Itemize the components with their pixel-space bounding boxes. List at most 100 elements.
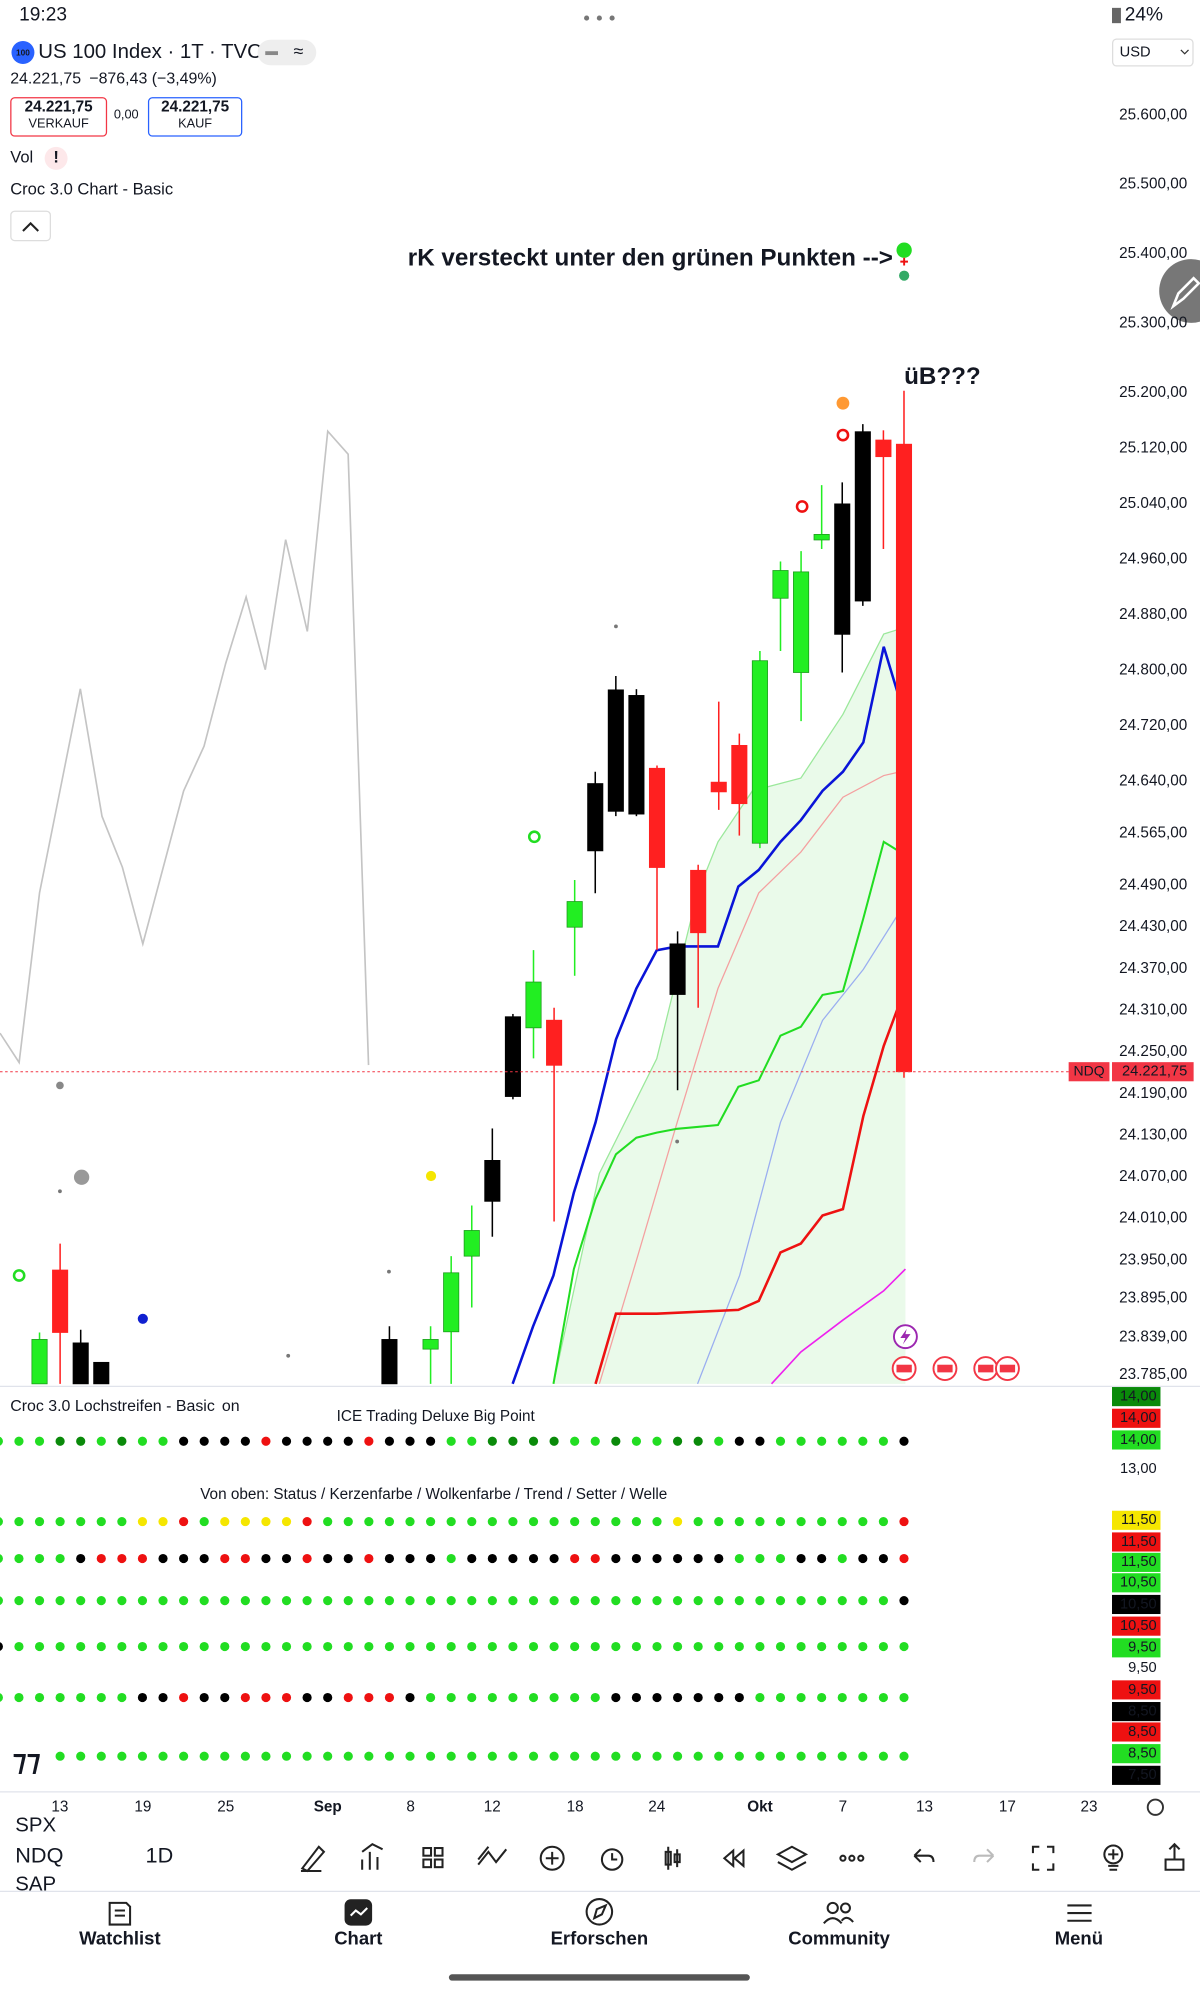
alert-icon[interactable]: [44, 146, 68, 170]
status-dot: [55, 1641, 65, 1652]
status-dot: [55, 1692, 65, 1703]
header-change: −876,43 (−3,49%): [89, 70, 217, 87]
red-line: [594, 1000, 902, 1385]
status-dot: [878, 1692, 889, 1703]
status-dot: [405, 1516, 415, 1527]
status-dot: [837, 1436, 847, 1446]
status-dot: [508, 1596, 518, 1606]
nav-item[interactable]: Erforschen: [551, 1928, 649, 1949]
status-dot: [179, 1553, 189, 1564]
status-dot: [220, 1516, 230, 1527]
scale-label-box: [1112, 1594, 1161, 1615]
status-dot: [117, 1436, 127, 1446]
status-dot: [405, 1641, 415, 1652]
candle-body: [72, 1342, 89, 1385]
status-dot: [14, 1553, 24, 1564]
status-dot: [570, 1436, 580, 1446]
status-dot: [714, 1751, 724, 1761]
status-dot: [220, 1641, 230, 1652]
candle-body: [895, 443, 913, 1073]
nav-item[interactable]: Community: [788, 1928, 890, 1949]
indicator-vol[interactable]: Vol: [10, 148, 33, 167]
y-tick-label: 24.490,00: [1119, 877, 1187, 894]
status-dot: [405, 1553, 415, 1564]
y-tick-label: 23.785,00: [1119, 1366, 1187, 1383]
status-dot: [158, 1596, 168, 1606]
currency-select[interactable]: [1112, 38, 1194, 67]
signal: [137, 1313, 148, 1324]
status-dot: [570, 1516, 580, 1527]
candle-body: [854, 431, 871, 602]
status-dot: [199, 1751, 209, 1761]
bottom-nav: Watchlist Chart Erforschen Community Menü: [79, 1928, 1103, 1949]
signal: [836, 428, 850, 442]
status-dot: [199, 1596, 209, 1606]
panel-title[interactable]: Croc 3.0 Lochstreifen - Basic: [10, 1398, 215, 1415]
status-dot: [364, 1641, 374, 1652]
sell-button[interactable]: [10, 97, 108, 137]
status-dot: [343, 1641, 353, 1652]
nav-icons: [108, 1898, 1092, 1926]
status-dot: [858, 1596, 868, 1606]
status-dot: [199, 1516, 209, 1527]
status-dot: [240, 1641, 250, 1652]
x-tick-label: 12: [484, 1798, 501, 1815]
status-dot: [693, 1553, 703, 1564]
status-dot: [281, 1751, 292, 1761]
symbol-list-item[interactable]: NDQ: [15, 1843, 63, 1868]
last-price-box: [1112, 1062, 1194, 1082]
status-dot: [878, 1436, 889, 1446]
buy-button[interactable]: [147, 97, 243, 137]
status-dot: [158, 1436, 168, 1446]
status-dot: [405, 1692, 415, 1703]
status-dot: [446, 1553, 456, 1564]
status-dot: [528, 1516, 539, 1527]
status-dot: [34, 1641, 45, 1652]
thin-green-line: [552, 628, 901, 1384]
status-dot: [302, 1436, 312, 1446]
status-dot: [528, 1596, 539, 1606]
status-dot: [199, 1641, 209, 1652]
status-dot: [817, 1596, 827, 1606]
status-dot: [384, 1692, 395, 1703]
event-flags[interactable]: [891, 1356, 1020, 1381]
scale-label-box: [1112, 1722, 1161, 1742]
status-dot: [487, 1692, 497, 1703]
status-dot: [117, 1641, 127, 1652]
indicator-croc[interactable]: Croc 3.0 Chart - Basic: [10, 180, 173, 199]
y-tick-label: 23.839,00: [1119, 1328, 1187, 1345]
status-dot: [281, 1436, 292, 1446]
candle-body: [463, 1230, 480, 1257]
status-dot: [549, 1751, 559, 1761]
status-dot: [652, 1436, 662, 1446]
symbol-title[interactable]: US 100 Index · 1T · TVC: [38, 41, 262, 63]
interval[interactable]: 1D: [146, 1843, 174, 1868]
status-dot: [55, 1553, 65, 1564]
candle-body: [93, 1361, 110, 1385]
spread: 0,00: [114, 106, 139, 121]
candle-body: [52, 1269, 69, 1333]
status-dot: [837, 1516, 847, 1527]
candle-body: [813, 534, 830, 541]
settings-icon[interactable]: [1146, 1798, 1164, 1816]
scale-label-box: [1112, 1510, 1161, 1530]
status-dot: [96, 1553, 106, 1564]
status-dot: [158, 1751, 168, 1761]
status-dot: [343, 1692, 353, 1703]
signal: [675, 1139, 680, 1144]
status-dot: [137, 1516, 148, 1527]
toolbar-icons[interactable]: [300, 1842, 1185, 1873]
nav-item[interactable]: Chart: [334, 1928, 382, 1949]
status-dot: [199, 1553, 209, 1564]
status-dot: [220, 1751, 230, 1761]
symbol-list-item[interactable]: SPX: [15, 1815, 56, 1837]
status-dot: [755, 1692, 765, 1703]
status-dot: [590, 1436, 600, 1446]
status-dot: [323, 1436, 333, 1446]
status-pill[interactable]: [257, 39, 317, 66]
nav-item[interactable]: Watchlist: [79, 1928, 160, 1949]
collapse-button[interactable]: [10, 210, 52, 242]
nav-item[interactable]: Menü: [1055, 1928, 1103, 1949]
symbol-list-item[interactable]: SAP: [15, 1873, 56, 1895]
